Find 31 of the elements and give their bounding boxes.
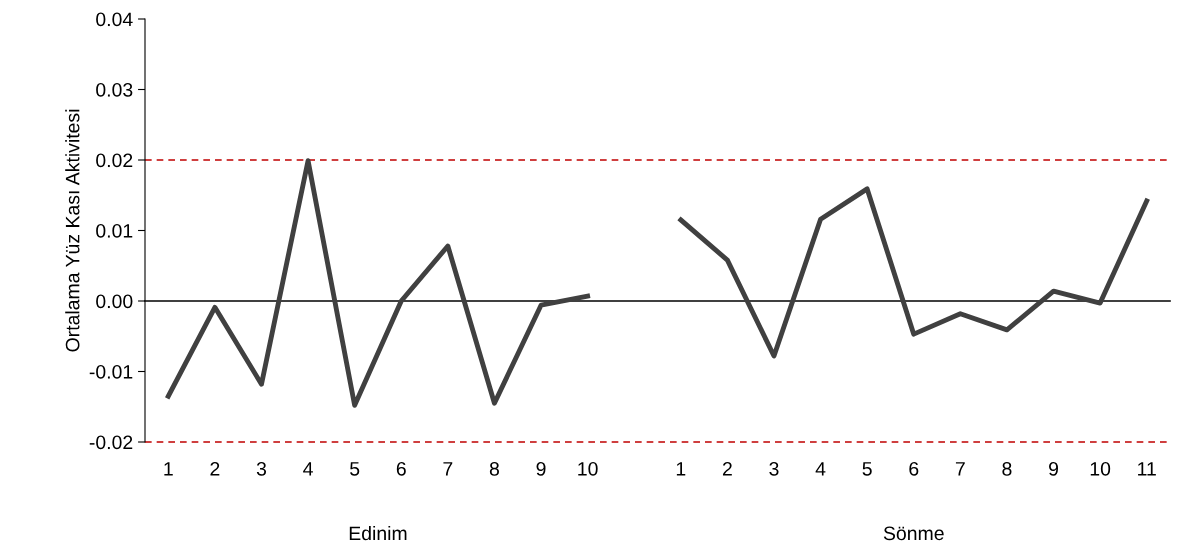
x-tick-label: 1 <box>676 462 686 476</box>
x-tick-label: 5 <box>862 462 872 476</box>
x-tick-label: 9 <box>1049 461 1059 476</box>
x-tick-label: 4 <box>303 462 313 476</box>
text: Sönme <box>883 526 944 541</box>
x-tick-label: 10 <box>1090 461 1111 476</box>
y-tick-label: -0.01 <box>89 364 133 379</box>
x-tick-label: 9 <box>536 461 546 476</box>
x-tick-label: 3 <box>256 461 267 476</box>
y-tick-label: 0.02 <box>96 153 133 168</box>
y-tick-label: -0.02 <box>89 435 133 450</box>
x-tick-label: 4 <box>815 462 826 476</box>
x-tick-label: 3 <box>769 461 779 476</box>
x-tick-label: 11 <box>1138 462 1156 476</box>
x-tick-label: 5 <box>350 462 360 476</box>
x-tick-label: 2 <box>210 461 220 476</box>
y-tick-label: 0.01 <box>96 223 133 238</box>
x-tick-label: 10 <box>578 461 598 476</box>
x-tick-label: 7 <box>955 462 965 476</box>
y-tick-label: 0.03 <box>96 82 133 97</box>
y-tick-label: 0.00 <box>96 294 133 309</box>
text: Edinim <box>349 525 407 541</box>
x-tick-label: 6 <box>909 461 919 476</box>
y-axis-title: Ortalama Yüz Kası Aktivitesi <box>65 109 80 352</box>
x-tick-label: 1 <box>164 462 173 476</box>
y-tick-label: 0.04 <box>96 12 133 27</box>
x-tick-label: 7 <box>443 462 453 476</box>
x-tick-label: 8 <box>489 461 499 476</box>
x-tick-label: 8 <box>1002 461 1012 476</box>
x-tick-label: 2 <box>722 461 732 476</box>
x-tick-label: 6 <box>396 461 406 476</box>
